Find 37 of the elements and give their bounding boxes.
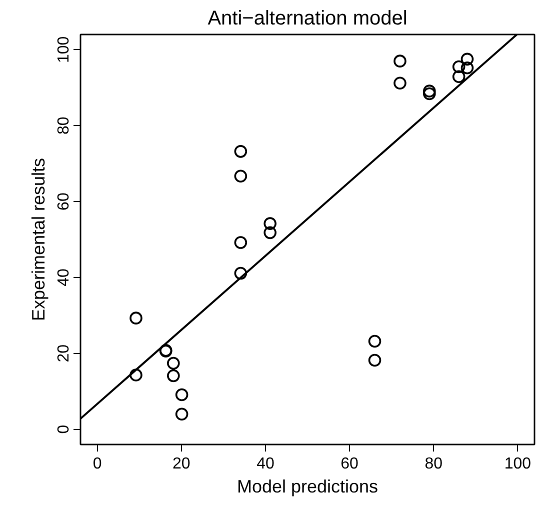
x-tick-label: 0 [92,456,102,472]
point [167,356,180,370]
point [167,369,180,382]
point [264,217,276,230]
y-tick-label: 80 [56,116,72,135]
point [423,84,436,98]
y-tick-label: 40 [56,268,72,286]
point [452,60,466,74]
y-axis-title: Experimental results [28,158,48,322]
y-tick-label: 20 [56,344,72,362]
point [264,226,276,240]
y-tick-label: 60 [56,192,72,210]
point [460,62,474,74]
x-tick-label: 100 [504,456,532,472]
chart-title: Anti−alternation model [208,8,408,30]
point [234,170,248,182]
point [368,354,382,367]
point [452,70,466,84]
point [234,145,248,158]
point [368,334,382,348]
point [234,266,248,280]
point [130,312,142,324]
point [234,236,248,249]
point [394,54,406,68]
y-tick-label: 0 [56,424,72,434]
point [394,76,406,90]
point [130,368,142,382]
point [175,388,188,402]
x-tick-label: 20 [172,456,190,472]
x-axis-title: Model predictions [236,476,378,496]
point [460,52,474,66]
x-tick-label: 80 [424,456,443,472]
x-tick-label: 60 [340,456,359,472]
point [175,408,188,421]
x-tick-label: 40 [256,456,274,472]
point [423,87,436,100]
y-tick-label: 100 [56,36,72,64]
